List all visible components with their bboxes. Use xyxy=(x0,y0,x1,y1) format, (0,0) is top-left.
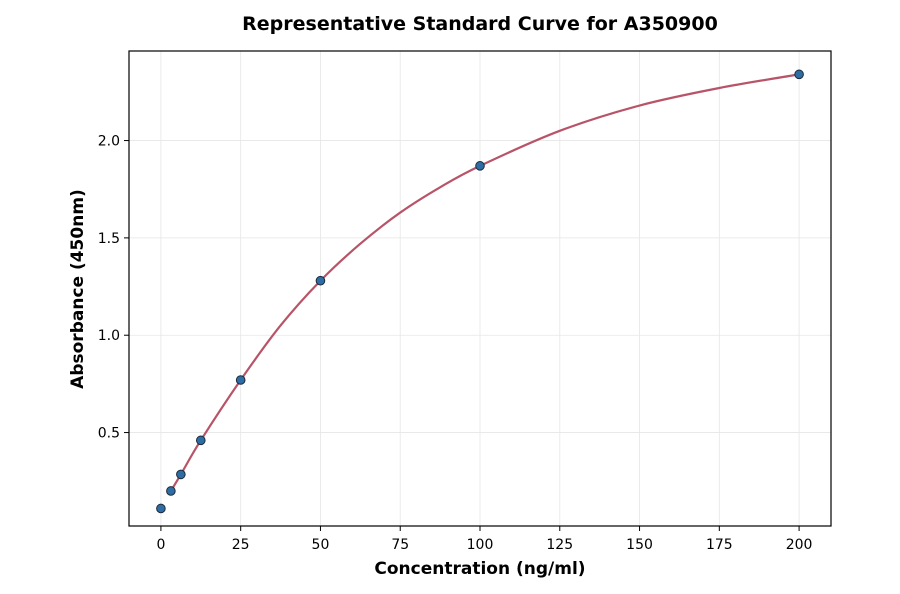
data-point xyxy=(156,503,166,514)
x-tick-label: 0 xyxy=(156,537,165,553)
fit-curve-line xyxy=(169,73,800,492)
data-point xyxy=(235,375,246,385)
data-point xyxy=(195,435,206,446)
x-tick-label: 75 xyxy=(391,537,409,553)
y-tick-label: 1.0 xyxy=(98,328,120,344)
x-tick-label: 50 xyxy=(312,537,330,553)
data-point xyxy=(794,69,804,80)
fit-curve-layer xyxy=(169,73,800,492)
x-tick-label: 200 xyxy=(786,537,813,553)
data-points-layer xyxy=(156,69,804,514)
y-tick-label: 2.0 xyxy=(98,134,120,150)
x-tick-label: 150 xyxy=(626,537,653,553)
data-point xyxy=(176,469,186,480)
x-axis: 0 25 50 75 100 125 150 175 200 xyxy=(156,526,812,553)
chart-title: Representative Standard Curve for A35090… xyxy=(242,13,718,35)
y-axis: 0.5 1.0 1.5 2.0 xyxy=(98,134,129,442)
data-point xyxy=(166,486,176,496)
x-tick-label: 175 xyxy=(706,537,733,553)
y-axis-label: Absorbance (450nm) xyxy=(68,189,88,389)
data-point xyxy=(315,275,326,286)
x-axis-label: Concentration (ng/ml) xyxy=(374,559,585,579)
data-point xyxy=(475,161,485,171)
y-tick-label: 1.5 xyxy=(98,231,120,247)
x-tick-label: 100 xyxy=(467,537,494,553)
grid-lines xyxy=(129,51,831,526)
y-tick-label: 0.5 xyxy=(98,426,120,442)
x-tick-label: 125 xyxy=(546,537,573,553)
x-tick-label: 25 xyxy=(232,537,250,553)
